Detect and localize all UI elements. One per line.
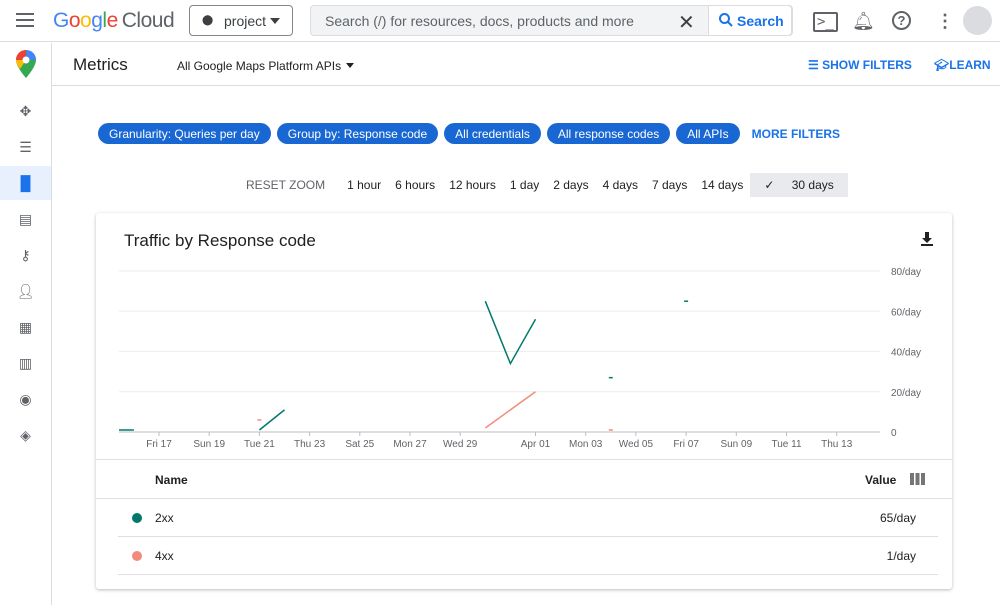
x-tick-label: Thu 13 bbox=[821, 439, 853, 450]
filter-icon: ☰ bbox=[808, 58, 823, 72]
bell-icon[interactable]: 🔔︎ bbox=[852, 11, 875, 31]
bar-chart-icon[interactable]: ▐▌ bbox=[0, 166, 51, 200]
chip-response-codes[interactable]: All response codes bbox=[546, 123, 671, 144]
zoom-1-day[interactable]: 1 day bbox=[509, 178, 540, 192]
zoom-4-days[interactable]: 4 days bbox=[602, 178, 638, 192]
terminal-icon[interactable]: >_ bbox=[813, 12, 838, 32]
project-selector[interactable]: ⬤ project bbox=[189, 5, 293, 36]
school-icon: 🎓︎ bbox=[934, 58, 950, 72]
zoom-2-days[interactable]: 2 days bbox=[553, 178, 589, 192]
search-button-label: Search bbox=[737, 13, 784, 29]
project-name: project bbox=[224, 12, 267, 29]
key-icon[interactable]: ⚷ bbox=[20, 246, 31, 263]
y-tick-label: 40/day bbox=[891, 348, 921, 359]
zoom-30-days[interactable]: ✓ 30 days bbox=[750, 173, 848, 197]
project-icon: ⬤ bbox=[202, 15, 214, 26]
avatar[interactable] bbox=[963, 6, 992, 35]
zoom-30-days-label: 30 days bbox=[791, 178, 834, 192]
chip-group-by[interactable]: Group by: Response code bbox=[276, 123, 439, 144]
zoom-6-hours[interactable]: 6 hours bbox=[395, 178, 436, 192]
name-column-header[interactable]: Name bbox=[155, 473, 188, 487]
legend-dot-4xx bbox=[132, 551, 142, 561]
google-cloud-logo[interactable]: Google Cloud bbox=[53, 9, 175, 32]
search-placeholder: Search (/) for resources, docs, products… bbox=[325, 13, 634, 29]
chart-card: Traffic by Response code 0 20/day 40/day 60… bbox=[96, 213, 952, 589]
search-input[interactable]: Search (/) for resources, docs, products… bbox=[310, 5, 793, 36]
search-icon bbox=[719, 13, 733, 27]
series-line-4xx bbox=[484, 391, 536, 429]
list-icon[interactable]: ☰ bbox=[19, 138, 32, 155]
row-value: 65/day bbox=[879, 511, 916, 525]
top-bar: Google Cloud ⬤ project Search (/) for reso… bbox=[0, 0, 1000, 42]
x-tick-label: Tue 21 bbox=[244, 439, 275, 450]
x-tick-label: Sun 09 bbox=[720, 439, 752, 450]
sidebar: ✥ ☰ ▐▌ ▤ ⚷ 👤︎ ▦ ▥ ◉ ◈ bbox=[0, 43, 52, 605]
x-tick-label: Sun 19 bbox=[193, 439, 225, 450]
x-tick-label: Thu 23 bbox=[294, 439, 326, 450]
widgets-icon[interactable]: ▦ bbox=[18, 318, 33, 335]
chip-granularity[interactable]: Granularity: Queries per day bbox=[98, 123, 271, 144]
value-column-header[interactable]: Value bbox=[865, 473, 897, 487]
api-selector[interactable]: All Google Maps Platform APIs bbox=[177, 59, 354, 73]
page-title: Metrics bbox=[73, 55, 128, 74]
x-tick-label: Tue 11 bbox=[771, 439, 801, 450]
more-vert-icon[interactable]: ⋮ bbox=[936, 11, 954, 31]
x-tick-label: Apr 01 bbox=[521, 439, 551, 450]
x-tick-label: Fri 07 bbox=[673, 439, 699, 450]
column-picker-icon[interactable] bbox=[910, 473, 925, 485]
series-line-2xx bbox=[258, 409, 285, 431]
zoom-range-bar: RESET ZOOM 1 hour 6 hours 12 hours 1 day… bbox=[239, 173, 848, 197]
chip-apis[interactable]: All APIs bbox=[676, 123, 740, 144]
row-value: 1/day bbox=[886, 549, 916, 563]
show-filters-button[interactable]: ☰ SHOW FILTERS bbox=[808, 58, 912, 72]
x-tick-label: Wed 29 bbox=[443, 439, 478, 450]
pin-icon[interactable]: ✥ bbox=[19, 102, 32, 119]
map-icon[interactable]: ▥ bbox=[18, 354, 33, 371]
search-button[interactable]: Search bbox=[708, 5, 792, 36]
page-header: Metrics All Google Maps Platform APIs ☰ … bbox=[52, 43, 1000, 86]
download-icon[interactable] bbox=[920, 231, 934, 247]
learn-button[interactable]: 🎓︎LEARN bbox=[934, 58, 991, 72]
y-tick-label: 20/day bbox=[891, 388, 921, 399]
chart-title: Traffic by Response code bbox=[124, 231, 316, 250]
maps-logo-icon[interactable] bbox=[0, 47, 51, 81]
filter-chips: Granularity: Queries per day Group by: R… bbox=[98, 123, 840, 144]
reset-zoom-button[interactable]: RESET ZOOM bbox=[246, 178, 326, 192]
palette-icon[interactable]: ◉ bbox=[19, 390, 32, 407]
quota-icon[interactable]: ▤ bbox=[18, 210, 33, 227]
zoom-1-hour[interactable]: 1 hour bbox=[347, 178, 382, 192]
x-tick-label: Mon 03 bbox=[569, 439, 603, 450]
x-tick-label: Sat 25 bbox=[345, 439, 374, 450]
x-tick-label: Fri 17 bbox=[146, 439, 172, 450]
x-tick-label: Wed 05 bbox=[619, 439, 654, 450]
traffic-chart[interactable]: 0 20/day 40/day 60/day 80/day Fri 17 Sun 19 Tue… bbox=[96, 213, 952, 459]
table-header: Name Value bbox=[96, 459, 952, 499]
zoom-14-days[interactable]: 14 days bbox=[701, 178, 744, 192]
more-filters-button[interactable]: MORE FILTERS bbox=[751, 126, 841, 141]
learn-label: LEARN bbox=[949, 58, 991, 72]
check-icon: ✓ bbox=[764, 178, 778, 192]
zoom-12-hours[interactable]: 12 hours bbox=[449, 178, 496, 192]
y-tick-label: 60/day bbox=[891, 307, 921, 318]
show-filters-label: SHOW FILTERS bbox=[822, 58, 912, 72]
table-row: 4xx 1/day bbox=[118, 537, 938, 575]
menu-icon[interactable] bbox=[16, 13, 34, 31]
y-tick-label: 80/day bbox=[891, 267, 921, 278]
chip-credentials[interactable]: All credentials bbox=[444, 123, 541, 144]
person-icon[interactable]: 👤︎ bbox=[16, 282, 35, 299]
zoom-7-days[interactable]: 7 days bbox=[651, 178, 688, 192]
row-name: 2xx bbox=[155, 511, 174, 525]
clear-icon[interactable]: ✕ bbox=[678, 12, 695, 34]
layers-icon[interactable]: ◈ bbox=[20, 426, 31, 443]
x-tick-label: Mon 27 bbox=[393, 439, 427, 450]
legend-dot-2xx bbox=[132, 513, 142, 523]
series-line-2xx bbox=[484, 300, 537, 366]
chevron-down-icon bbox=[270, 18, 280, 29]
help-icon[interactable]: ? bbox=[892, 11, 911, 30]
row-name: 4xx bbox=[155, 549, 174, 563]
y-tick-label: 0 bbox=[891, 428, 897, 439]
table-row: 2xx 65/day bbox=[118, 499, 938, 537]
